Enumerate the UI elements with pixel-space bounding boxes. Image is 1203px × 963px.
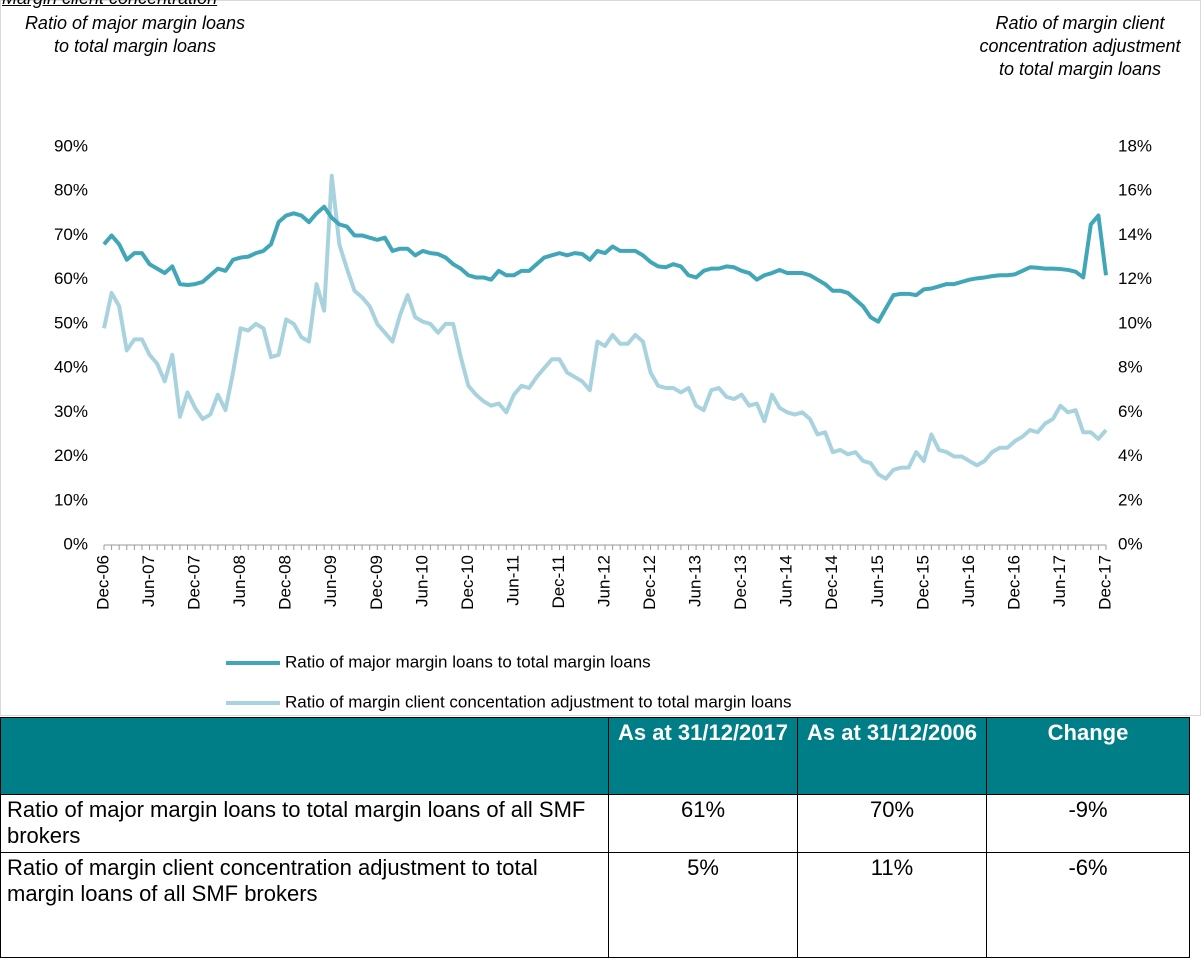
table-cell: 5% — [608, 852, 798, 958]
x-tick-label: Dec-06 — [93, 555, 112, 610]
x-tick-label: Jun-14 — [777, 555, 796, 607]
x-tick-label: Jun-08 — [230, 555, 249, 607]
header-cell — [0, 717, 609, 795]
legend-label: Ratio of major margin loans to total mar… — [285, 652, 651, 671]
table-row: Ratio of major margin loans to total mar… — [0, 794, 1190, 853]
header-row: As at 31/12/2017 As at 31/12/2006 Change — [0, 717, 1190, 795]
table-cell: -6% — [986, 852, 1190, 958]
y-axis-title: Ratio of major margin loans to total mar… — [24, 13, 246, 56]
table-cell: 11% — [797, 852, 987, 958]
x-tick-label: Dec-08 — [276, 555, 295, 610]
y-tick-label: 30% — [54, 402, 88, 421]
x-tick-label: Dec-17 — [1095, 555, 1114, 610]
y2-tick-label: 16% — [1118, 181, 1152, 200]
y-tick-label: 10% — [54, 490, 88, 509]
table-cell: 70% — [797, 794, 987, 853]
y2-tick-label: 18% — [1118, 136, 1152, 155]
x-tick-label: Dec-09 — [367, 555, 386, 610]
x-tick-label: Jun-12 — [594, 555, 613, 607]
y2-tick-label: 4% — [1118, 446, 1143, 465]
y-tick-label: 70% — [54, 225, 88, 244]
x-tick-label: Dec-16 — [1004, 555, 1023, 610]
y2-tick-label: 12% — [1118, 269, 1152, 288]
series-line — [102, 204, 1108, 324]
x-tick-label: Jun-09 — [321, 555, 340, 607]
y2-tick-label: 0% — [1118, 534, 1143, 553]
y-tick-label: 20% — [54, 446, 88, 465]
x-tick-label: Jun-15 — [868, 555, 887, 607]
y-tick-label: 40% — [54, 358, 88, 377]
x-tick-label: Dec-12 — [640, 555, 659, 610]
chart-title: Margin client concentration — [2, 0, 217, 9]
table-cell: Ratio of major margin loans to total mar… — [0, 794, 609, 853]
x-tick-label: Dec-14 — [822, 555, 841, 610]
y-tick-label: 60% — [54, 269, 88, 288]
header-cell: As at 31/12/2006 — [797, 717, 987, 795]
y-tick-label: 50% — [54, 313, 88, 332]
chart-frame — [0, 0, 1201, 716]
header-cell: Change — [986, 717, 1190, 795]
summary-table: As at 31/12/2017 As at 31/12/2006 Change… — [0, 717, 1190, 958]
series-line — [102, 173, 1108, 481]
y-tick-label: 80% — [54, 181, 88, 200]
y2-tick-label: 10% — [1118, 313, 1152, 332]
x-tick-label: Jun-10 — [412, 555, 431, 607]
y2-axis-title: Ratio of margin client concentration adj… — [979, 13, 1181, 79]
x-tick-label: Dec-13 — [731, 555, 750, 610]
y2-tick-label: 6% — [1118, 402, 1143, 421]
table-cell: 61% — [608, 794, 798, 853]
x-tick-label: Jun-17 — [1050, 555, 1069, 607]
x-tick-label: Dec-10 — [458, 555, 477, 610]
header-cell: As at 31/12/2017 — [608, 717, 798, 795]
chart: 0% 10% 20% 30% 40% 50% 60% 70% 80% 90% 0% 2% 4% 6% 8% 1… — [54, 136, 1152, 711]
legend-label: Ratio of margin client concentation adju… — [285, 692, 792, 711]
x-tick-label: Jun-07 — [139, 555, 158, 607]
x-tick-label: Jun-16 — [959, 555, 978, 607]
x-tick-label: Dec-15 — [913, 555, 932, 610]
y2-tick-label: 2% — [1118, 490, 1143, 509]
table-cell: -9% — [986, 794, 1190, 853]
x-tick-label: Dec-11 — [549, 555, 568, 609]
y-tick-label: 0% — [63, 534, 88, 553]
y2-tick-label: 8% — [1118, 358, 1143, 377]
table-row: Ratio of margin client concentration adj… — [0, 852, 1190, 958]
table-cell: Ratio of margin client concentration adj… — [0, 852, 609, 958]
x-tick-label: Jun-11 — [503, 555, 522, 606]
x-tick-label: Dec-07 — [185, 555, 204, 610]
x-tick-label: Jun-13 — [686, 555, 705, 607]
y-tick-label: 90% — [54, 136, 88, 155]
y2-tick-label: 14% — [1118, 225, 1152, 244]
